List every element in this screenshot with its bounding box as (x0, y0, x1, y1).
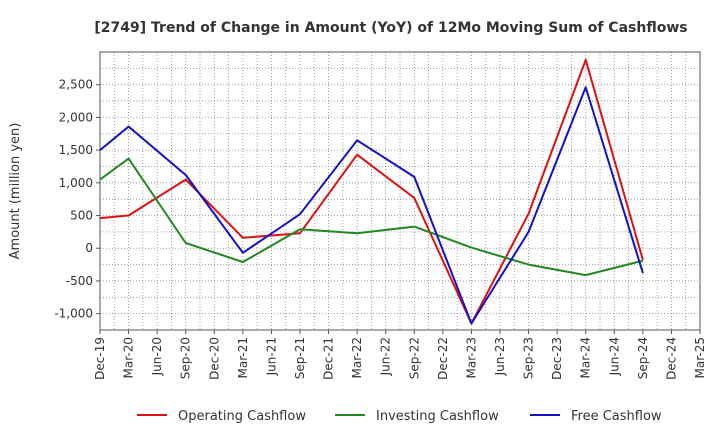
x-tick-label: Mar-22 (350, 337, 364, 378)
x-tick-label: Mar-20 (122, 337, 136, 378)
series-line-operating-cashflow (99, 58, 644, 325)
x-tick-label: Jun-22 (379, 337, 393, 376)
y-axis-label: Amount (million yen) (8, 123, 23, 260)
legend-label: Operating Cashflow (178, 409, 306, 424)
x-tick-label: Mar-25 (693, 337, 707, 378)
y-tick-label: -500 (66, 274, 93, 288)
y-tick-label: -1,000 (54, 307, 93, 321)
grid (100, 52, 700, 330)
y-tick-labels: 2,500 2,000 1,500 1,000 500 0 -500 -1,000 (54, 78, 100, 321)
y-tick-label: 2,500 (59, 78, 93, 92)
x-tick-label: Sep-20 (179, 337, 193, 379)
plot-area-frame (99, 51, 701, 331)
x-tick-label: Sep-23 (522, 337, 536, 379)
series-lines (99, 58, 644, 325)
x-tick-label: Jun-20 (150, 337, 164, 376)
x-tick-label: Sep-21 (293, 337, 307, 379)
x-tick-label: Dec-22 (436, 337, 450, 380)
x-tick-label: Mar-23 (464, 337, 478, 378)
x-tick-label: Jun-24 (607, 337, 621, 376)
x-tick-label: Sep-24 (636, 337, 650, 379)
x-tick-label: Dec-21 (322, 337, 336, 380)
legend-label: Free Cashflow (571, 409, 662, 424)
y-tick-label: 500 (70, 209, 93, 223)
y-tick-label: 1,000 (59, 176, 93, 190)
x-tick-label: Dec-19 (93, 337, 107, 380)
x-tick-labels: Dec-19 Mar-20 Jun-20 Sep-20 Dec-20 Mar-21 Jun-… (93, 330, 707, 380)
legend-label: Investing Cashflow (376, 409, 499, 424)
series-line-investing-cashflow (99, 157, 644, 277)
chart-title: [2749] Trend of Change in Amount (YoY) o… (94, 20, 687, 36)
x-tick-label: Jun-23 (493, 337, 507, 376)
x-tick-label: Mar-24 (579, 337, 593, 378)
y-tick-label: 0 (85, 241, 93, 255)
x-tick-label: Dec-20 (207, 337, 221, 380)
y-tick-label: 2,000 (59, 110, 93, 124)
x-tick-label: Jun-21 (264, 337, 278, 376)
y-tick-label: 1,500 (59, 143, 93, 157)
series-line-free-cashflow (99, 86, 644, 325)
x-tick-label: Mar-21 (236, 337, 250, 378)
x-tick-label: Dec-24 (664, 337, 678, 380)
x-tick-label: Dec-23 (550, 337, 564, 380)
legend: Operating Cashflow Investing Cashflow Free… (137, 409, 662, 424)
x-tick-label: Sep-22 (407, 337, 421, 379)
